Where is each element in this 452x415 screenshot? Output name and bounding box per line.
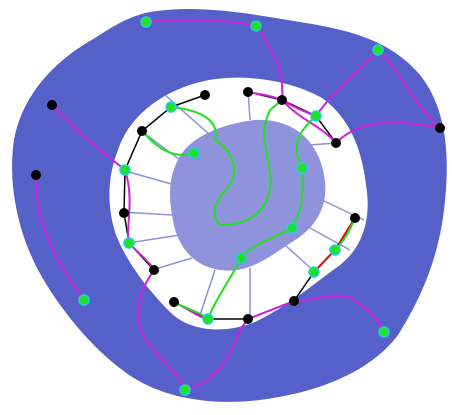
body (0, 0, 452, 415)
black-dot (137, 126, 147, 136)
black-dot (169, 297, 179, 307)
green-dot (124, 238, 134, 248)
black-dot (435, 123, 445, 133)
black-dot (200, 90, 210, 100)
black-dot (31, 170, 41, 180)
black-dot (243, 87, 253, 97)
scene (0, 0, 452, 415)
black-dot (331, 138, 341, 148)
green-dot (311, 111, 321, 121)
green-dot (236, 253, 246, 263)
green-dot (141, 17, 151, 27)
black-dot (350, 213, 360, 223)
green-dot (309, 267, 319, 277)
black-dot (243, 314, 253, 324)
green-dot (287, 223, 297, 233)
green-dot (251, 21, 261, 31)
black-dot (289, 296, 299, 306)
green-dot (166, 102, 176, 112)
green-dot (79, 295, 89, 305)
green-dot (373, 45, 383, 55)
black-dot (149, 265, 159, 275)
green-dot (203, 314, 213, 324)
green-dot (330, 245, 340, 255)
black-dot (277, 95, 287, 105)
black-dot (119, 208, 129, 218)
green-dot (297, 163, 307, 173)
green-dot (189, 148, 199, 158)
green-dot (120, 165, 130, 175)
page: {} html, body { margin: 0; padding: 0; w… (0, 0, 452, 415)
black-dot (47, 100, 57, 110)
green-dot (379, 327, 389, 337)
green-dot (180, 385, 190, 395)
